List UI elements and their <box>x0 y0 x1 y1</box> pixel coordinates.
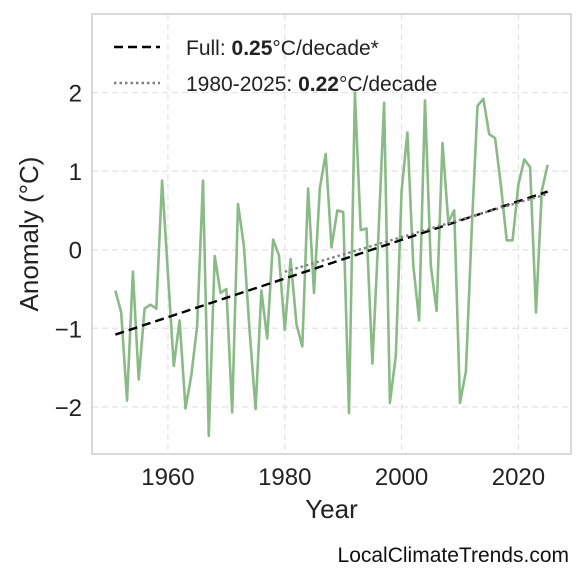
x-tick-label: 2000 <box>375 464 428 491</box>
y-tick-label: 1 <box>69 159 82 186</box>
anomaly-series-line <box>114 91 549 438</box>
y-tick-label: 2 <box>69 81 82 108</box>
plot-frame <box>91 13 572 455</box>
watermark: LocalClimateTrends.com <box>337 544 569 567</box>
legend-label-1980-2025: 1980-2025: 0.22°C/decade <box>186 73 437 96</box>
x-axis-label: Year <box>305 494 358 524</box>
x-axis-ticks: 1960 1980 2000 2020 <box>141 464 545 491</box>
y-tick-label: −1 <box>55 316 82 343</box>
y-tick-label: 0 <box>69 238 82 265</box>
y-axis-ticks: −2 −1 0 1 2 <box>55 81 82 422</box>
x-tick-label: 1980 <box>258 464 311 491</box>
y-tick-label: −2 <box>55 395 82 422</box>
trend-line-full <box>114 190 549 336</box>
grid-lines <box>92 14 571 454</box>
legend: Full: 0.25°C/decade* 1980-2025: 0.22°C/d… <box>114 37 437 96</box>
trend-line-1980-2025 <box>284 192 548 273</box>
legend-label-full: Full: 0.25°C/decade* <box>186 37 379 60</box>
y-axis-label: Anomaly (°C) <box>14 157 44 312</box>
trend-lines-layer <box>114 190 549 336</box>
x-tick-label: 1960 <box>141 464 194 491</box>
x-tick-label: 2020 <box>492 464 545 491</box>
series-layer <box>114 91 549 438</box>
